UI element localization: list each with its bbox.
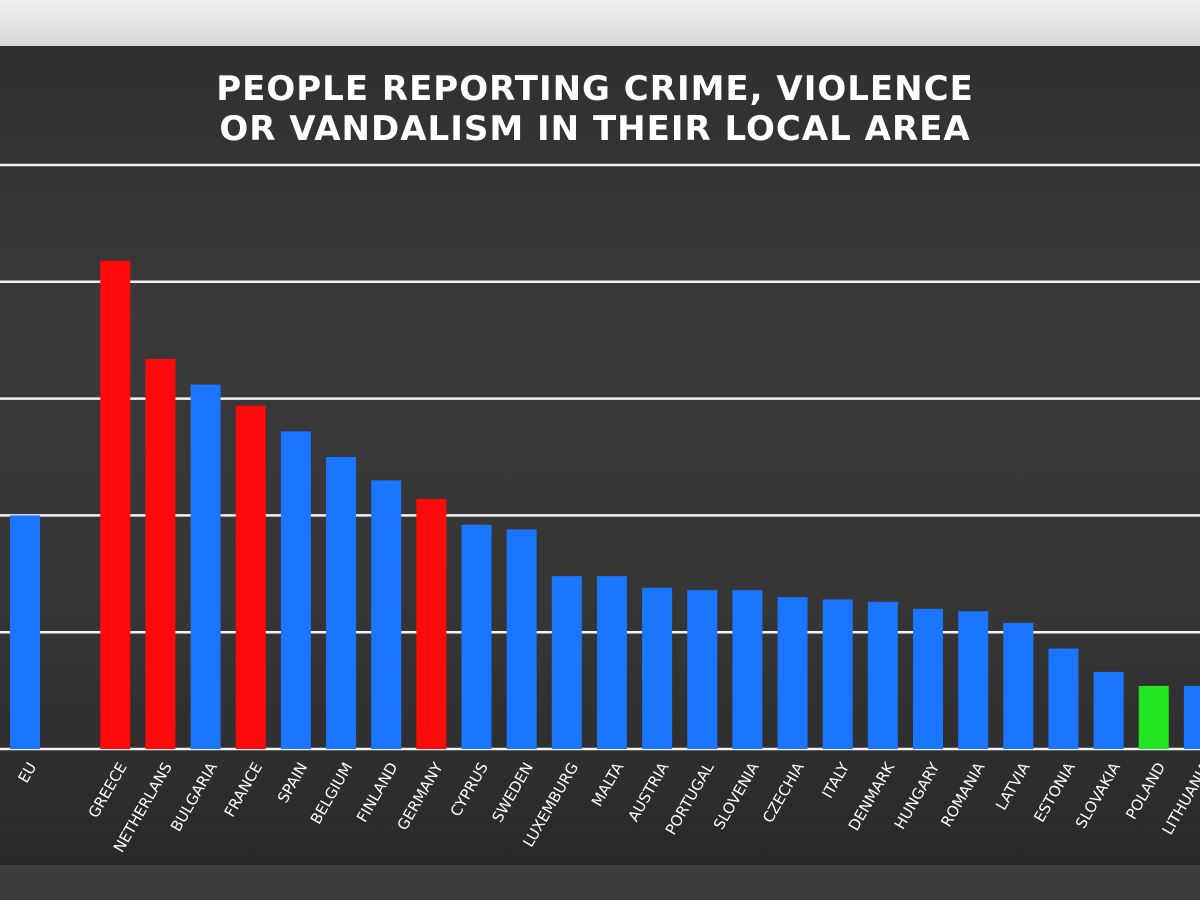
bar — [596, 576, 627, 749]
bar — [10, 515, 40, 749]
bar — [235, 405, 266, 749]
bar — [913, 608, 943, 749]
bar — [371, 480, 402, 749]
top-strip — [0, 0, 1200, 46]
bar — [732, 590, 763, 749]
bar — [551, 576, 582, 749]
bar — [1138, 685, 1169, 749]
bar — [822, 599, 853, 749]
bar — [687, 590, 718, 749]
bar — [461, 524, 492, 749]
bar — [190, 384, 221, 749]
bar — [100, 260, 131, 749]
bar — [1048, 648, 1079, 749]
bar — [777, 597, 808, 749]
bar — [280, 431, 311, 749]
bar — [642, 587, 673, 749]
bar — [1183, 685, 1200, 749]
bar — [958, 611, 989, 749]
bar — [326, 457, 357, 749]
bar — [506, 529, 537, 749]
bar — [1003, 622, 1034, 749]
chart-title: OR VANDALISM IN THEIR LOCAL AREA — [219, 109, 970, 149]
chart-title: PEOPLE REPORTING CRIME, VIOLENCE — [216, 69, 974, 109]
bar — [1093, 671, 1124, 749]
bar — [867, 601, 898, 749]
bar — [416, 499, 447, 749]
bar — [145, 358, 176, 749]
bottom-strip — [0, 865, 1200, 900]
